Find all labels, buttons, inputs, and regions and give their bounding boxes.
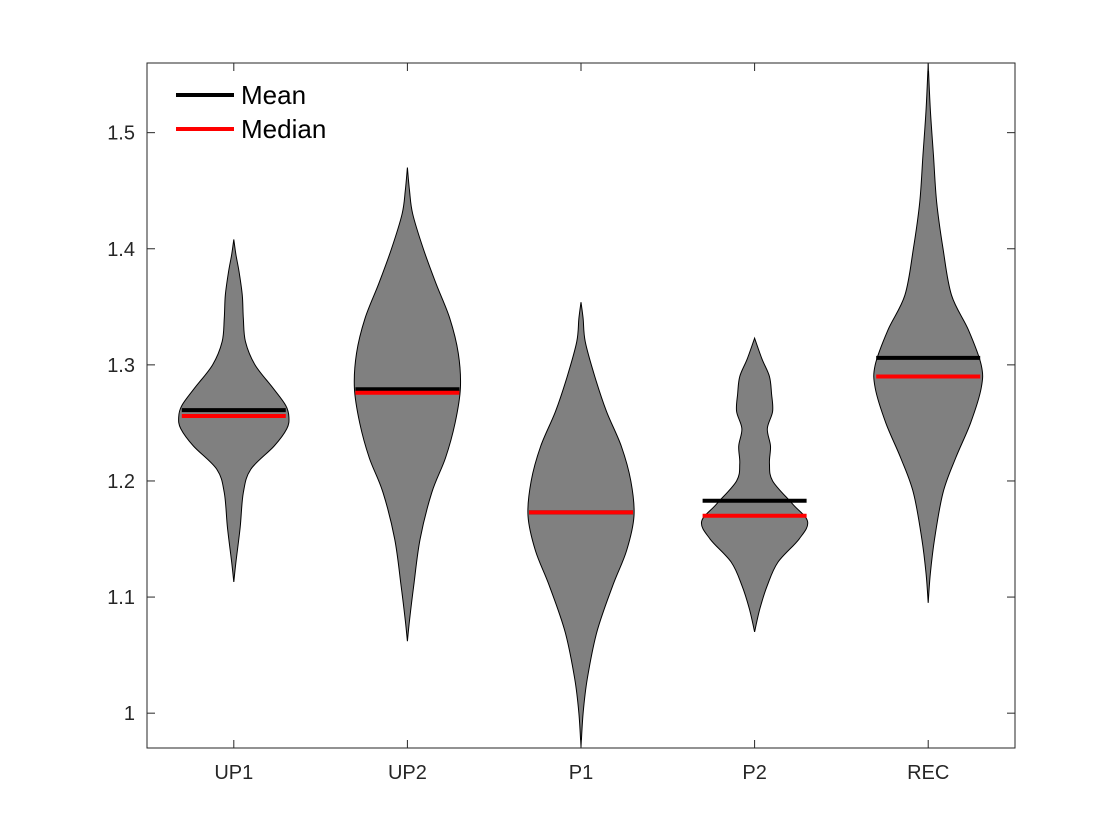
y-tick-label: 1: [124, 703, 135, 725]
y-tick-label: 1.4: [107, 239, 135, 261]
plot-frame: [146, 62, 1016, 749]
y-tick-label: 1.5: [107, 123, 135, 145]
y-tick-label: 1.3: [107, 355, 135, 377]
summary-lines-layer: [181, 355, 981, 518]
legend: Mean Median: [176, 80, 326, 144]
violin-up2: [353, 167, 462, 642]
y-tick-label: 1.1: [107, 587, 135, 609]
x-tick-label-p1: P1: [569, 762, 593, 784]
x-tick-label-rec: REC: [907, 762, 949, 784]
y-tick-label: 1.2: [107, 471, 135, 493]
x-tick-label-up2: UP2: [388, 762, 427, 784]
violin-p1: [527, 302, 635, 749]
legend-median-label: Median: [241, 114, 326, 144]
violin-p2: [700, 336, 809, 633]
x-tick-label-up1: UP1: [214, 762, 253, 784]
x-axis: UP1 UP2 P1 P2 REC: [214, 63, 949, 784]
y-axis: 1 1.1 1.2 1.3 1.4 1.5: [107, 123, 1015, 725]
x-tick-label-p2: P2: [742, 762, 766, 784]
legend-mean-label: Mean: [241, 80, 306, 110]
